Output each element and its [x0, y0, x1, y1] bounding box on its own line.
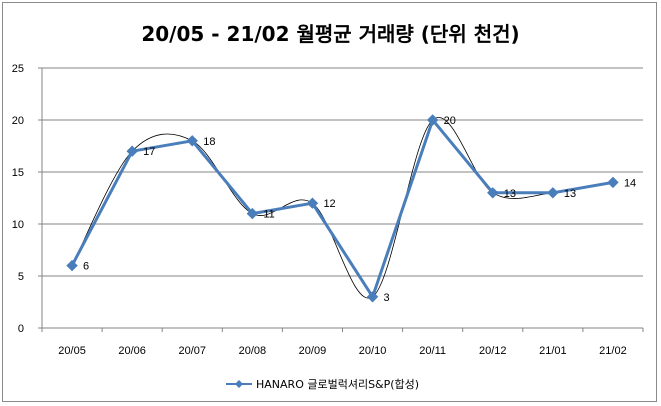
- legend: HANARO 글로벌럭셔리S&P(합성): [226, 378, 419, 391]
- data-label: 6: [83, 261, 89, 273]
- data-label: 17: [143, 146, 155, 158]
- data-label: 11: [263, 209, 274, 221]
- data-point: [306, 197, 319, 209]
- y-tick-label: 15: [12, 167, 24, 179]
- data-label: 20: [444, 115, 456, 127]
- legend-marker: [235, 380, 243, 388]
- gridlines: [38, 67, 644, 332]
- legend-entry: HANARO 글로벌럭셔리S&P(합성): [256, 378, 419, 391]
- x-tick-label: 20/05: [58, 345, 86, 357]
- chart-frame: [2, 2, 657, 402]
- x-tick-label: 20/09: [299, 345, 327, 357]
- data-point: [426, 114, 439, 126]
- data-label: 13: [564, 188, 576, 200]
- x-tick-label: 20/12: [479, 345, 507, 357]
- x-tick-label: 21/02: [599, 345, 627, 357]
- data-point: [186, 135, 198, 147]
- data-labels: 6 17 18 11 12 3 20 13 13 14: [83, 115, 636, 304]
- trendline: [71, 117, 614, 299]
- series-markers: [66, 114, 619, 303]
- data-point: [547, 187, 559, 199]
- data-label: 12: [323, 198, 335, 210]
- data-point: [126, 145, 138, 157]
- y-tick-label: 20: [12, 115, 24, 127]
- data-point: [246, 207, 259, 220]
- series-line: [70, 118, 614, 299]
- x-tick-label: 20/08: [239, 345, 267, 357]
- x-tick-label: 20/06: [118, 345, 146, 357]
- chart-title: 20/05 - 21/02 월평균 거래량 (단위 천건): [141, 22, 520, 46]
- data-point: [607, 176, 619, 189]
- data-point: [66, 259, 78, 272]
- x-tick-label: 20/11: [419, 345, 446, 357]
- x-tick-label: 21/01: [539, 345, 567, 357]
- y-tick-label: 0: [18, 323, 24, 335]
- data-point: [366, 291, 379, 303]
- data-label: 13: [504, 188, 516, 200]
- data-label: 3: [384, 292, 390, 304]
- data-label: 14: [624, 177, 636, 189]
- data-label: 18: [203, 136, 215, 148]
- y-tick-label: 10: [12, 219, 24, 231]
- data-point: [487, 187, 499, 199]
- y-tick-label: 25: [12, 63, 24, 75]
- x-tick-label: 20/10: [359, 345, 387, 357]
- y-tick-label: 5: [18, 271, 24, 283]
- x-tick-labels: 20/05 20/06 20/07 20/08 20/09 20/10 20/11 20/12…: [58, 345, 626, 357]
- x-tick-label: 20/07: [178, 345, 206, 357]
- y-tick-labels: 0 5 10 15 20 25: [12, 63, 24, 335]
